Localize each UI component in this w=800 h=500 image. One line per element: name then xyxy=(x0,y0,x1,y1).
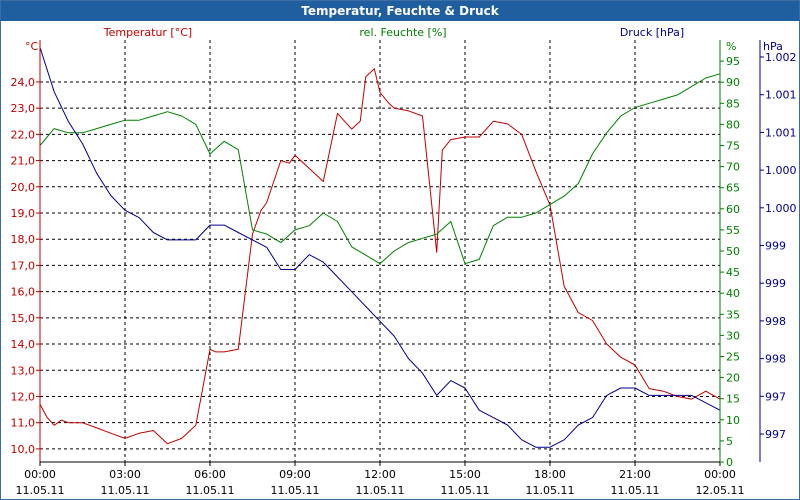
temp-unit-label: °C xyxy=(25,40,39,53)
temp-tick-label: 11,0 xyxy=(11,417,36,430)
x-tick-time: 21:00 xyxy=(619,468,651,481)
x-tick-date: 11.05.11 xyxy=(101,484,150,497)
humidity-tick-label: 25 xyxy=(726,351,740,364)
temp-tick-label: 16,0 xyxy=(11,286,36,299)
pressure-tick-label: 997 xyxy=(765,428,786,441)
temperature-series-line xyxy=(39,68,721,445)
humidity-unit-label: % xyxy=(726,40,736,53)
temp-tick-label: 10,0 xyxy=(11,443,36,456)
temp-tick-label: 19,0 xyxy=(11,207,36,220)
humidity-tick-label: 0 xyxy=(726,456,733,469)
humidity-tick-label: 45 xyxy=(726,266,740,279)
x-tick-time: 09:00 xyxy=(279,468,311,481)
temp-tick-label: 21,0 xyxy=(11,155,36,168)
humidity-tick-label: 30 xyxy=(726,329,740,342)
humidity-tick-label: 20 xyxy=(726,372,740,385)
temp-tick-label: 24,0 xyxy=(11,76,36,89)
temp-tick-label: 15,0 xyxy=(11,312,36,325)
x-tick-date: 11.05.11 xyxy=(441,484,490,497)
pressure-tick-label: 999 xyxy=(765,240,786,253)
chart-axes xyxy=(36,40,764,466)
humidity-tick-label: 40 xyxy=(726,287,740,300)
pressure-unit-label: hPa xyxy=(763,40,783,53)
pressure-axis-title: Druck [hPa] xyxy=(620,26,684,39)
humidity-tick-label: 5 xyxy=(726,435,733,448)
humidity-tick-label: 85 xyxy=(726,97,740,110)
humidity-tick-label: 75 xyxy=(726,140,740,153)
x-tick-date: 11.05.11 xyxy=(186,484,235,497)
pressure-tick-label: 998 xyxy=(765,353,786,366)
humidity-tick-label: 60 xyxy=(726,203,740,216)
temp-tick-label: 20,0 xyxy=(11,181,36,194)
humidity-tick-label: 10 xyxy=(726,414,740,427)
pressure-tick-label: 999 xyxy=(765,277,786,290)
temp-tick-label: 23,0 xyxy=(11,102,36,115)
humidity-tick-label: 80 xyxy=(726,118,740,131)
x-tick-date: 12.05.11 xyxy=(696,484,745,497)
humidity-tick-label: 55 xyxy=(726,224,740,237)
x-tick-time: 00:00 xyxy=(704,468,736,481)
x-tick-time: 03:00 xyxy=(109,468,141,481)
x-tick-date: 11.05.11 xyxy=(16,484,65,497)
x-tick-time: 06:00 xyxy=(194,468,226,481)
pressure-tick-label: 1.000 xyxy=(765,164,797,177)
x-tick-date: 11.05.11 xyxy=(611,484,660,497)
pressure-tick-label: 997 xyxy=(765,390,786,403)
x-tick-date: 11.05.11 xyxy=(356,484,405,497)
humidity-tick-label: 35 xyxy=(726,308,740,321)
temp-tick-label: 13,0 xyxy=(11,364,36,377)
pressure-tick-label: 1.002 xyxy=(765,51,797,64)
x-tick-date: 11.05.11 xyxy=(526,484,575,497)
pressure-tick-label: 1.000 xyxy=(765,202,797,215)
humidity-axis-title: rel. Feuchte [%] xyxy=(359,26,446,39)
x-tick-time: 00:00 xyxy=(24,468,56,481)
humidity-series-line xyxy=(39,73,721,265)
temp-axis-title: Temperatur [°C] xyxy=(103,26,192,39)
chart-labels: 00:00 11.05.11 03:00 11.05.11 06:00 11.05.11 0… xyxy=(11,26,797,497)
pressure-series-line xyxy=(39,47,721,448)
humidity-tick-label: 15 xyxy=(726,393,740,406)
humidity-tick-label: 65 xyxy=(726,182,740,195)
humidity-tick-label: 50 xyxy=(726,245,740,258)
x-tick-time: 15:00 xyxy=(449,468,481,481)
pressure-tick-label: 1.001 xyxy=(765,89,797,102)
temp-tick-label: 17,0 xyxy=(11,259,36,272)
temp-tick-label: 22,0 xyxy=(11,128,36,141)
temp-tick-label: 18,0 xyxy=(11,233,36,246)
humidity-tick-label: 70 xyxy=(726,161,740,174)
humidity-tick-label: 90 xyxy=(726,76,740,89)
pressure-tick-label: 1.001 xyxy=(765,126,797,139)
chart-series xyxy=(39,47,721,448)
temp-tick-label: 12,0 xyxy=(11,390,36,403)
window-title: Temperatur, Feuchte & Druck xyxy=(1,1,799,21)
x-tick-time: 18:00 xyxy=(534,468,566,481)
temp-tick-label: 14,0 xyxy=(11,338,36,351)
chart-grid xyxy=(40,40,720,462)
x-tick-time: 12:00 xyxy=(364,468,396,481)
x-tick-date: 11.05.11 xyxy=(271,484,320,497)
humidity-tick-label: 95 xyxy=(726,55,740,68)
pressure-tick-label: 998 xyxy=(765,315,786,328)
